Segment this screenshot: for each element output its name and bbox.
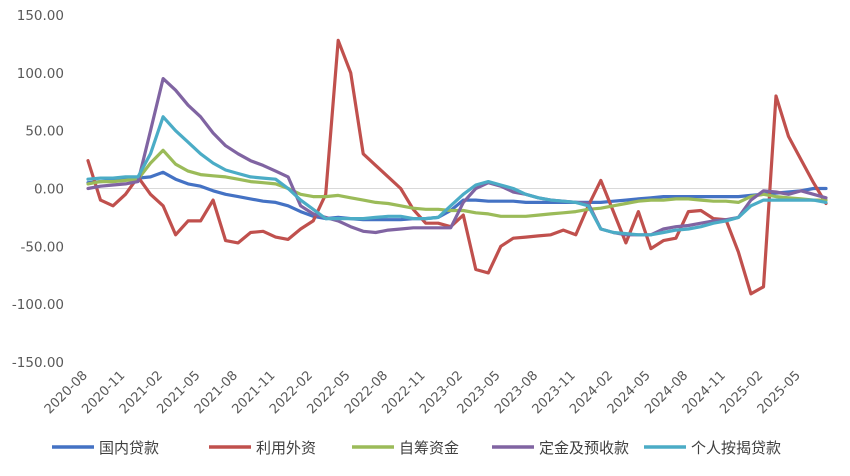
y-tick-label: 150.00 [17, 8, 64, 24]
legend-label: 定金及预收款 [539, 439, 629, 457]
legend: 国内贷款 利用外资 自筹资金 定金及预收款 个人按揭贷款 [52, 439, 781, 457]
series-line [86, 148, 828, 218]
y-tick-label: 100.00 [17, 66, 64, 82]
x-axis: 2020-082020-112021-022021-052021-082021-… [42, 368, 804, 417]
series-line [86, 38, 828, 296]
y-tick-label: -50.00 [20, 239, 64, 255]
legend-label: 利用外资 [256, 439, 316, 457]
y-tick-label: 50.00 [25, 124, 64, 140]
y-axis: 150.00 100.00 50.00 0.00 -50.00 -100.00 -150.0… [12, 8, 826, 371]
legend-label: 自筹资金 [399, 439, 459, 457]
legend-label: 国内贷款 [99, 439, 159, 457]
y-tick-label: -150.00 [12, 355, 64, 371]
series-layer [86, 38, 828, 296]
y-tick-label: -100.00 [12, 297, 64, 313]
legend-label: 个人按揭贷款 [691, 439, 781, 457]
series-line [86, 76, 828, 237]
y-tick-label: 0.00 [34, 182, 64, 198]
series-line [86, 115, 828, 237]
series-line [86, 170, 828, 222]
